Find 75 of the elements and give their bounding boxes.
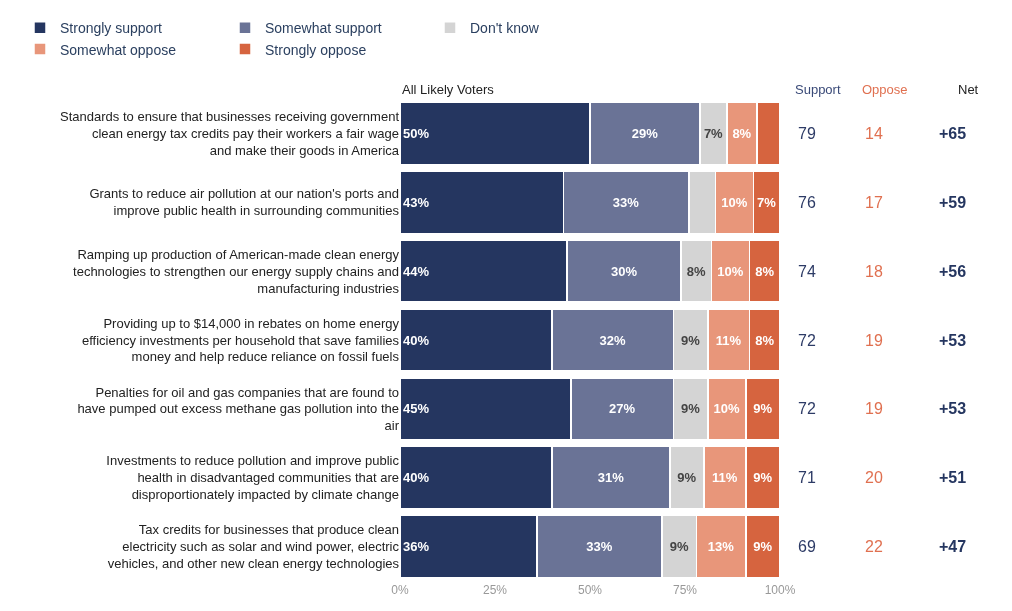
- data-label: 13%: [707, 539, 735, 555]
- y-tick-label: Standards to ensure that businesses receiving government clean energy tax credits pay their workers a fair wage and make their goods in America: [60, 109, 400, 158]
- text: +65: [939, 125, 967, 142]
- data-label: 32%: [599, 332, 627, 348]
- data-label: 11%: [712, 470, 738, 486]
- text: Support: [795, 82, 841, 97]
- data-label: 33%: [612, 194, 640, 210]
- data-label: 9%: [753, 470, 773, 486]
- data-label: 8%: [686, 263, 707, 279]
- data-label: 8%: [755, 332, 775, 348]
- text: Net: [958, 82, 979, 97]
- data-label: 9%: [753, 401, 773, 417]
- text: +53: [939, 400, 967, 417]
- data-label: 29%: [631, 125, 659, 141]
- y-tick-label: Investments to reduce pollution and improve public health in disadvantaged communities that are disproportionately impacted by climate change: [106, 453, 400, 503]
- text: All Likely Voters: [402, 82, 495, 97]
- text: +51: [939, 469, 967, 486]
- legend-label: Somewhat support: [265, 20, 382, 37]
- text: 18: [865, 263, 883, 280]
- data-label: 9%: [753, 539, 773, 555]
- y-tick-label: Grants to reduce air pollution at our nation's ports and improve public health in surrounding communities: [89, 186, 400, 219]
- text: 74: [798, 263, 816, 280]
- data-label: 7%: [757, 194, 777, 210]
- data-label: 10%: [717, 263, 744, 279]
- x-tick-label: 100%: [764, 583, 796, 597]
- data-label: 43%: [403, 194, 430, 210]
- data-label: 40%: [403, 332, 430, 348]
- data-label: 11%: [715, 332, 742, 348]
- data-label: 7%: [703, 125, 724, 141]
- text: 71: [798, 469, 816, 486]
- text: 72: [798, 400, 816, 417]
- y-tick-label: Penalties for oil and gas companies that are found to have pumped out excess methane gas pollution into the air: [77, 384, 400, 434]
- text: 76: [798, 194, 816, 211]
- data-label: 33%: [586, 539, 613, 555]
- text: Oppose: [862, 82, 908, 97]
- text: 17: [865, 194, 883, 211]
- data-label: 44%: [403, 263, 430, 279]
- y-tick-label: Providing up to $14,000 in rebates on home energy efficiency investments per household that save families money and help reduce reliance on fossil fuels: [82, 315, 400, 365]
- x-tick-label: 75%: [672, 583, 698, 597]
- data-label: 40%: [403, 470, 430, 486]
- legend-label: Strongly support: [60, 20, 163, 37]
- text: 20: [865, 469, 883, 486]
- data-label: 10%: [713, 401, 741, 417]
- x-tick-label: 0%: [391, 583, 409, 597]
- data-label: 9%: [669, 539, 689, 555]
- x-tick-label: 25%: [482, 583, 508, 597]
- data-label: 31%: [597, 470, 625, 486]
- x-tick-label: 50%: [577, 583, 603, 597]
- y-tick-label: Tax credits for businesses that produce clean electricity such as solar and wind power, electric vehicles, and other new clean energy technologies: [107, 522, 400, 572]
- data-label: 36%: [403, 539, 430, 555]
- text: 19: [865, 332, 883, 349]
- text: 22: [865, 538, 883, 555]
- data-label: 30%: [610, 263, 638, 279]
- text: 79: [798, 125, 816, 142]
- legend-label: Strongly oppose: [265, 41, 367, 58]
- data-label: 9%: [681, 332, 701, 348]
- text: +56: [939, 263, 967, 280]
- data-label: 9%: [677, 470, 697, 486]
- y-tick-label: Ramping up production of American-made clean energy technologies to strengthen our energy supply chains and manufacturing industries: [73, 246, 400, 296]
- text: 69: [798, 538, 816, 555]
- text: 19: [865, 400, 883, 417]
- legend-label: Don't know: [470, 20, 540, 37]
- legend-label: Somewhat oppose: [60, 41, 177, 58]
- data-label: 9%: [681, 401, 701, 417]
- text: +59: [939, 194, 967, 211]
- data-label: 27%: [609, 401, 636, 417]
- data-label: 10%: [721, 194, 748, 210]
- text: +47: [939, 538, 967, 555]
- data-label: 45%: [403, 401, 430, 417]
- data-label: 8%: [755, 263, 775, 279]
- text: +53: [939, 332, 967, 349]
- data-label: 8%: [732, 125, 752, 141]
- text: 14: [865, 125, 883, 142]
- text: 72: [798, 332, 816, 349]
- data-label: 50%: [403, 125, 430, 141]
